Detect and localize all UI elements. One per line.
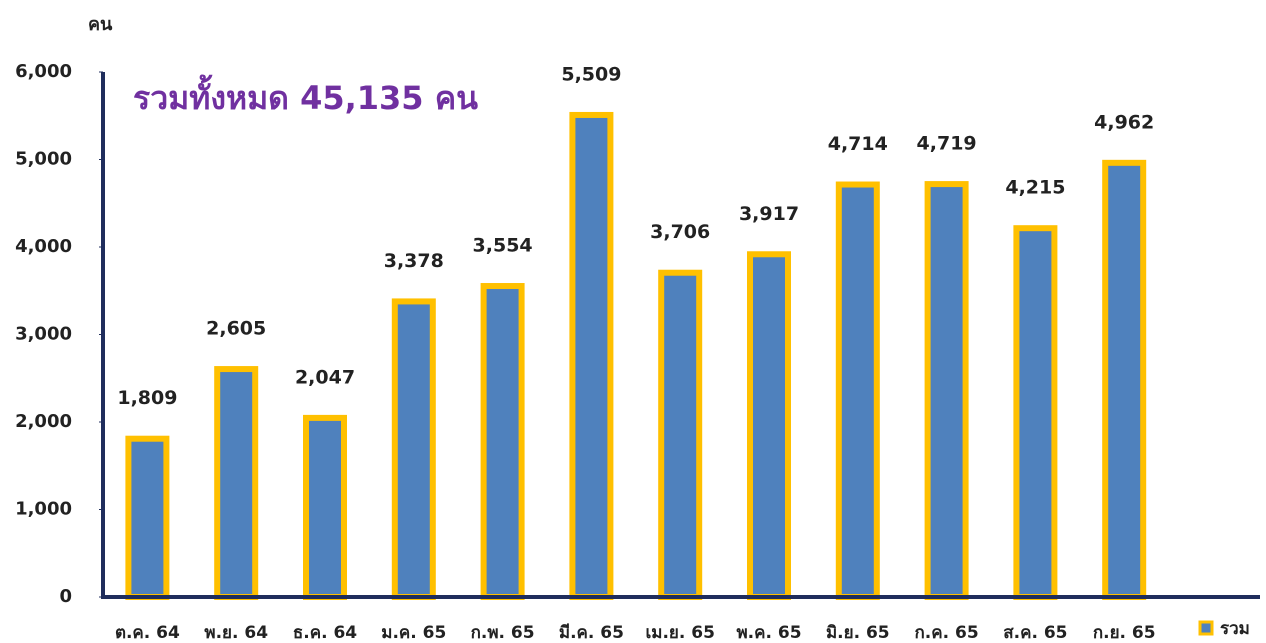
x-tick-label: ก.พ. 65 — [471, 623, 535, 643]
legend-swatch — [1198, 620, 1214, 636]
bar — [125, 435, 170, 600]
bar — [391, 298, 436, 600]
value-label: 4,714 — [828, 133, 888, 155]
value-label: 4,962 — [1094, 111, 1154, 133]
x-tick-label: ม.ค. 65 — [381, 623, 446, 643]
bar — [924, 181, 969, 600]
y-tick-label: 4,000 — [15, 236, 72, 257]
y-tick-label: 5,000 — [15, 149, 72, 170]
x-tick-label: พ.ค. 65 — [736, 623, 801, 643]
y-tick-label: 3,000 — [15, 324, 72, 345]
bar — [658, 269, 703, 600]
bar — [303, 414, 347, 601]
value-label: 1,809 — [117, 387, 177, 409]
legend-label: รวม — [1220, 619, 1250, 639]
value-label: 5,509 — [561, 63, 621, 85]
value-label: 4,719 — [917, 133, 977, 155]
value-label: 4,215 — [1005, 177, 1065, 199]
value-label: 3,917 — [739, 203, 799, 225]
bar — [569, 111, 614, 601]
x-tick-label: เม.ย. 65 — [645, 623, 714, 643]
x-tick-label: มี.ค. 65 — [559, 622, 624, 643]
bar — [1102, 159, 1147, 600]
y-tick-label: 2,000 — [15, 411, 72, 432]
bar — [747, 251, 791, 600]
y-tick-label: 1,000 — [15, 499, 72, 520]
y-axis-label: คน — [88, 14, 113, 35]
x-tick-label: ต.ค. 64 — [115, 623, 180, 643]
bar — [214, 366, 259, 600]
bar — [480, 283, 525, 600]
value-label: 3,554 — [473, 235, 533, 257]
x-tick-label: ธ.ค. 64 — [293, 623, 357, 643]
value-label: 2,047 — [295, 366, 355, 388]
value-label: 3,706 — [650, 221, 710, 243]
value-label: 3,378 — [384, 250, 444, 272]
bar — [835, 181, 880, 600]
x-tick-label: ก.ย. 65 — [1093, 623, 1156, 643]
chart-title: รวมทั้งหมด 45,135 คน — [133, 74, 478, 117]
bar — [1013, 225, 1058, 600]
x-tick-label: มิ.ย. 65 — [826, 623, 890, 643]
x-tick-label: ส.ค. 65 — [1003, 623, 1067, 643]
y-tick-label: 6,000 — [15, 61, 72, 82]
value-label: 2,605 — [206, 318, 266, 340]
y-tick-label: 0 — [59, 586, 72, 607]
x-tick-label: ก.ค. 65 — [915, 623, 979, 643]
x-tick-label: พ.ย. 64 — [204, 623, 268, 643]
